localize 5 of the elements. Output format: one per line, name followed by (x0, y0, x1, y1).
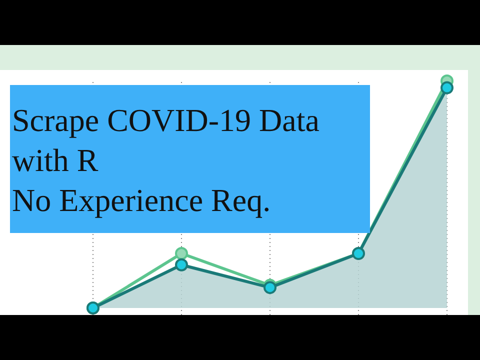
text: Scrape COVID-19 Data with R No Experience Req. (12, 102, 320, 218)
point (264, 281, 276, 294)
point (175, 247, 188, 260)
point (440, 81, 454, 94)
point (175, 258, 188, 272)
